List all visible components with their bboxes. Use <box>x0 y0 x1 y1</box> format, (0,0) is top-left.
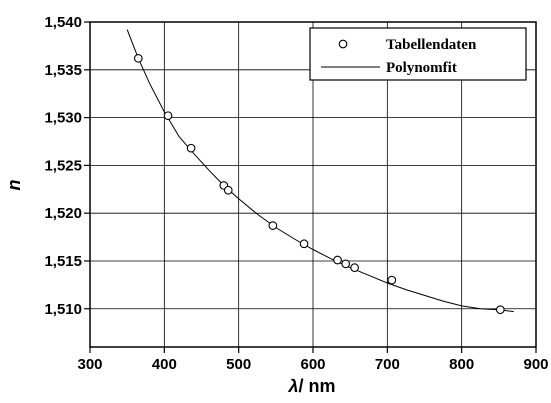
y-tick-label: 1,540 <box>44 14 82 31</box>
y-tick-label: 1,530 <box>44 110 82 127</box>
x-axis-label: λ/ nm <box>287 376 335 396</box>
y-tick-label: 1,520 <box>44 205 82 222</box>
x-axis-label-symbol: λ <box>287 376 298 396</box>
x-tick-label: 600 <box>300 356 325 373</box>
tabellendaten-series <box>133 53 505 315</box>
data-point <box>299 239 309 249</box>
data-point <box>163 111 173 121</box>
legend-marker-tabellendaten <box>338 39 348 49</box>
legend: Tabellendaten Polynomfit <box>309 27 527 81</box>
data-point <box>495 305 505 315</box>
x-axis-ticks: 300 400 500 600 700 800 900 <box>77 347 549 373</box>
data-point <box>133 53 143 63</box>
data-point <box>350 263 359 273</box>
x-tick-label: 400 <box>152 356 177 373</box>
data-point <box>387 275 397 285</box>
x-tick-label: 800 <box>449 356 474 373</box>
data-point <box>268 221 278 230</box>
x-axis-label-unit: / nm <box>299 376 336 396</box>
legend-label-polynomfit: Polynomfit <box>386 60 457 76</box>
x-tick-label: 900 <box>523 356 548 373</box>
x-tick-label: 700 <box>375 356 400 373</box>
x-tick-label: 300 <box>77 356 102 373</box>
y-tick-label: 1,510 <box>44 301 82 318</box>
legend-box <box>309 27 527 81</box>
legend-label-tabellendaten: Tabellendaten <box>386 37 477 53</box>
data-point <box>186 143 196 153</box>
data-point <box>333 255 342 265</box>
y-tick-label: 1,525 <box>44 157 82 174</box>
x-tick-label: 500 <box>226 356 251 373</box>
y-axis-ticks: 1,510 1,515 1,520 1,525 1,530 1,535 1,540 <box>44 14 90 318</box>
y-tick-label: 1,535 <box>44 62 82 79</box>
y-axis-label: n <box>4 180 24 191</box>
data-point <box>223 185 233 195</box>
y-tick-label: 1,515 <box>44 253 82 270</box>
data-point <box>341 259 351 269</box>
